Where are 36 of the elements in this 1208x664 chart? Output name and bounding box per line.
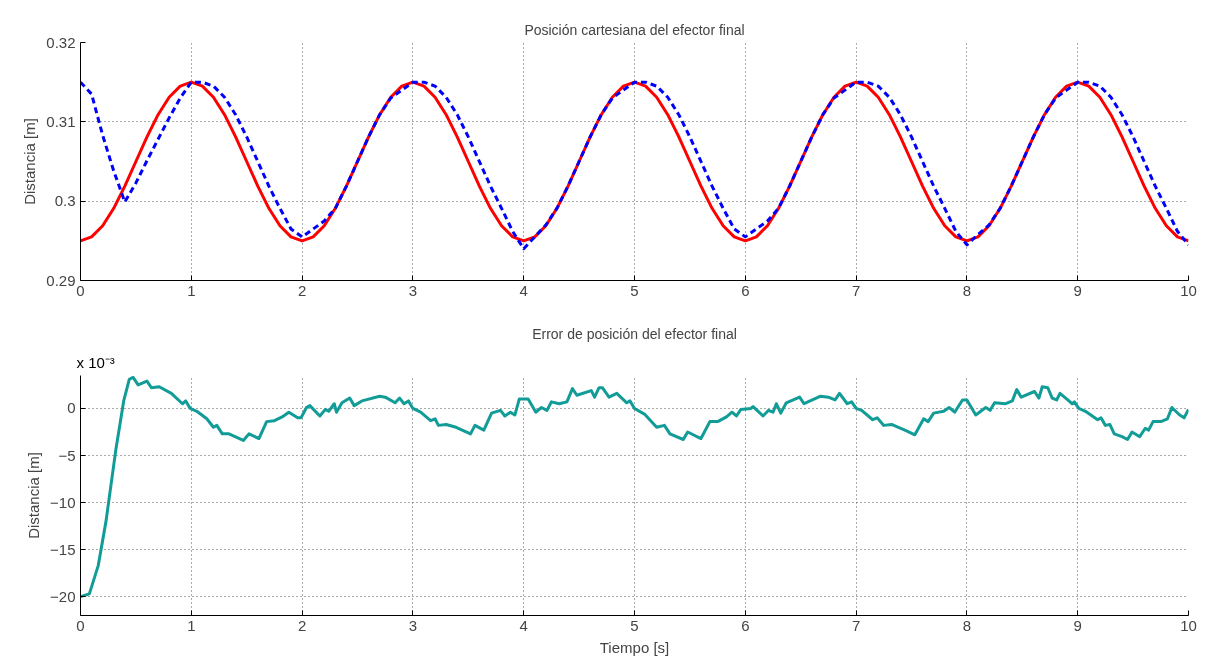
chart-title: Error de posición del efector final xyxy=(532,325,737,342)
line-series xyxy=(80,375,1189,599)
text: x 10⁻³ xyxy=(76,353,115,371)
x-tick-label: 8 xyxy=(962,616,972,634)
x-tick-label: 7 xyxy=(851,616,861,634)
y-tick-label: 0.29 xyxy=(46,271,76,289)
y-tick-label: 0.3 xyxy=(54,192,76,210)
x-tick-label: 5 xyxy=(630,281,639,299)
x-tick-label: 8 xyxy=(962,281,972,299)
y-tick-label: −10 xyxy=(50,493,76,511)
x-tick-label: 4 xyxy=(519,281,528,299)
x-tick-label: 3 xyxy=(408,281,418,299)
x-tick-label: 1 xyxy=(187,281,196,299)
x-tick-label: 4 xyxy=(519,616,528,634)
x-tick-label: 9 xyxy=(1073,616,1082,634)
y-axis-title: Distancia [m] xyxy=(25,452,43,539)
y-axis-title: Distancia [m] xyxy=(21,118,39,205)
x-tick-label: 2 xyxy=(297,281,307,299)
x-tick-label: 10 xyxy=(1180,281,1197,299)
chart-title: Posición cartesiana del efector final xyxy=(524,21,745,38)
y-tick-label: −20 xyxy=(50,587,76,605)
y-tick-label: 0 xyxy=(67,399,76,417)
x-tick-label: 7 xyxy=(851,281,861,299)
x-tick-label: 10 xyxy=(1180,616,1197,634)
x-tick-label: 1 xyxy=(187,616,196,634)
x-tick-label: 9 xyxy=(1073,281,1082,299)
x-tick-label: 5 xyxy=(630,616,639,634)
x-tick-label: 3 xyxy=(408,616,418,634)
y-tick-label: 0.31 xyxy=(46,112,76,130)
x-tick-label: 6 xyxy=(741,616,750,634)
x-tick-label: 6 xyxy=(741,281,750,299)
x-axis-title: Tiempo [s] xyxy=(599,638,670,656)
x-tick-label: 2 xyxy=(297,616,307,634)
y-tick-label: −15 xyxy=(50,540,76,558)
y-tick-label: 0.32 xyxy=(46,33,76,51)
y-tick-label: −5 xyxy=(58,446,76,464)
